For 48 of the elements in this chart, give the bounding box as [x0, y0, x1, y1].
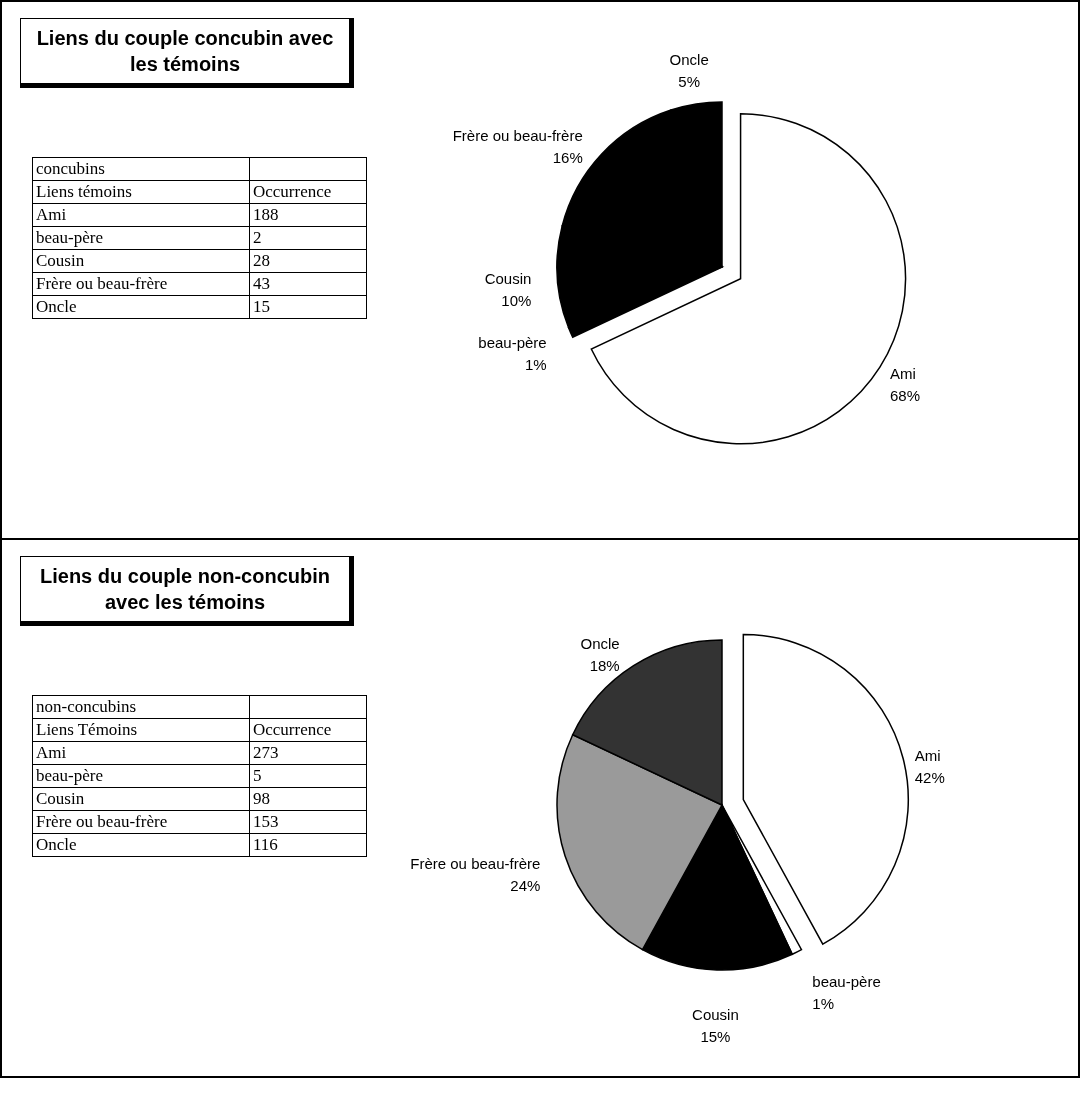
- category-label: Frère ou beau-frère: [32, 810, 250, 834]
- category-label: Ami: [32, 741, 250, 765]
- data-label: 15%: [700, 1027, 731, 1045]
- slice-label: Oncle: [669, 50, 709, 68]
- data-label: 273: [249, 741, 367, 765]
- category-label: Ami: [32, 203, 250, 227]
- category-label: beau-père: [32, 764, 250, 788]
- slice-label: Cousin: [692, 1005, 739, 1023]
- data-label: 5: [249, 764, 367, 788]
- text: Occurrence: [249, 180, 367, 204]
- slice-label: Cousin: [484, 269, 532, 287]
- text: concubins: [32, 157, 250, 181]
- data-label: 1%: [525, 355, 547, 373]
- slice-label: Frère ou beau-frère: [410, 855, 541, 873]
- slice-label: Oncle: [580, 634, 620, 652]
- slice-label: Ami: [890, 364, 916, 382]
- data-label: 153: [249, 810, 367, 834]
- category-label: Cousin: [32, 249, 250, 273]
- data-label: 43: [249, 272, 367, 296]
- data-label: 188: [249, 203, 367, 227]
- data-label: 2: [249, 226, 367, 250]
- data-label: 10%: [501, 291, 532, 309]
- text: Liens du couple non-concubin avec les témoins: [20, 556, 354, 626]
- text: Liens Témoins: [32, 718, 250, 742]
- slice-label: beau-père: [478, 333, 547, 351]
- data-label: 5%: [678, 72, 700, 90]
- category-label: beau-père: [32, 226, 250, 250]
- category-label: Oncle: [32, 295, 250, 319]
- category-label: Oncle: [32, 833, 250, 857]
- data-label: 16%: [552, 149, 583, 167]
- slice-label: Ami: [914, 746, 941, 764]
- data-label: 68%: [890, 386, 921, 404]
- data-label: 15: [249, 295, 367, 319]
- slice-label: beau-père: [812, 973, 881, 991]
- data-label: 98: [249, 787, 367, 811]
- text: Liens du couple concubin avec les témoins: [20, 18, 354, 88]
- category-label: Frère ou beau-frère: [32, 272, 250, 296]
- slice-label: Frère ou beau-frère: [452, 127, 583, 145]
- data-label: 1%: [812, 995, 835, 1013]
- data-label: 116: [249, 833, 367, 857]
- data-label: 42%: [914, 768, 945, 786]
- text: Occurrence: [249, 718, 367, 742]
- data-label: 28: [249, 249, 367, 273]
- text: non-concubins: [32, 695, 250, 719]
- category-label: Cousin: [32, 787, 250, 811]
- text: Liens témoins: [32, 180, 250, 204]
- data-label: 18%: [589, 656, 620, 674]
- data-label: 24%: [510, 877, 541, 895]
